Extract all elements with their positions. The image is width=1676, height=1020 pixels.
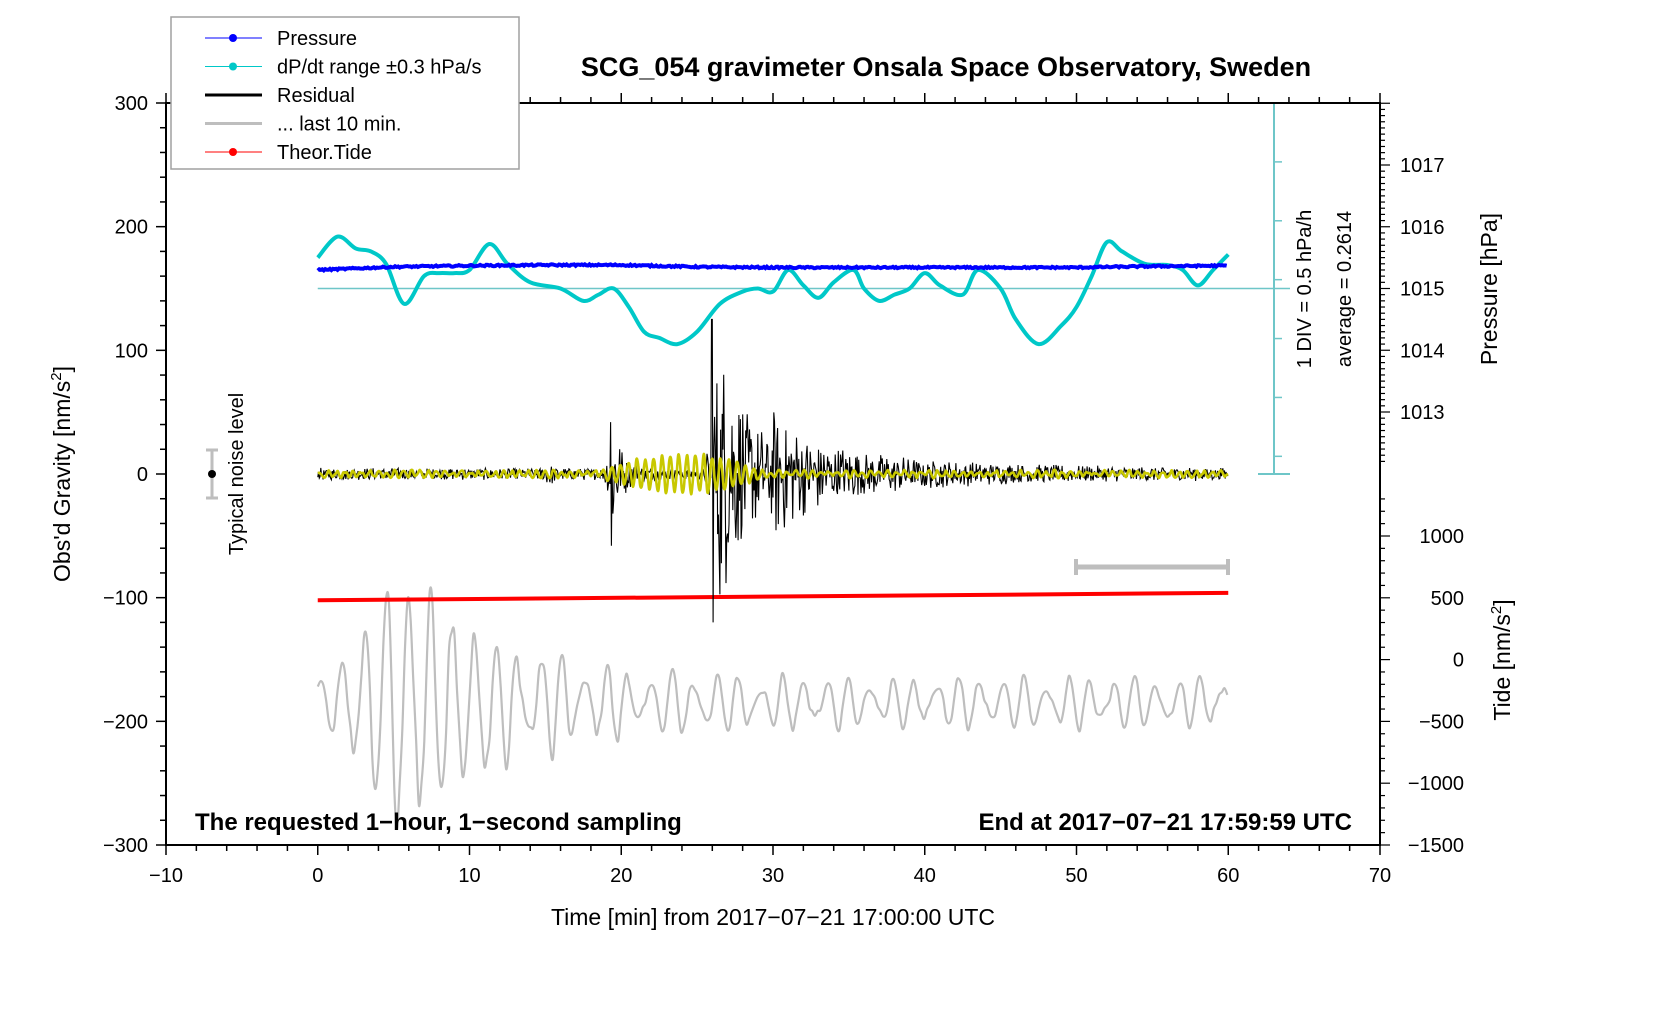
y-left-axis-title: Obs'd Gravity [nm/s2]: [48, 366, 75, 582]
y-left-tick-label: 100: [115, 340, 148, 362]
legend-label: Pressure: [277, 28, 357, 50]
legend-entries: Pressure dP/dt range ±0.3 hPa/s Residual..…: [205, 28, 481, 164]
y-left-axis-title-end: ]: [49, 366, 75, 372]
tide-axis-title-end: ]: [1489, 599, 1515, 605]
x-tick-label: −10: [149, 865, 183, 887]
x-tick-label: 30: [762, 865, 784, 887]
pressure-tick-label: 1013: [1400, 402, 1445, 424]
series-group: [316, 234, 1230, 831]
last-10min-window-marker: [1074, 559, 1230, 575]
legend-label: dP/dt range ±0.3 hPa/s: [277, 57, 481, 79]
y-left-axis-title-sup: 2: [48, 372, 65, 380]
pressure-tick-label: 1017: [1400, 155, 1445, 177]
theor-tide-line: [317, 590, 1229, 603]
legend-label: Residual: [277, 85, 355, 107]
pressure-tick-labels: 1017 1016 1015 1014 1013: [1400, 155, 1445, 424]
legend-box: [170, 16, 520, 170]
dpdt-average-label: average = 0.2614: [1334, 211, 1356, 367]
y-left-tick-label: 300: [115, 93, 148, 115]
dpdt-trace: [316, 234, 1230, 347]
tide-tick-labels: 1000 500 0 −500 −1000 −1500: [1408, 526, 1464, 857]
dpdt-scale-label: 1 DIV = 0.5 hPa/h: [1294, 210, 1316, 368]
y-left-tick-label: −300: [103, 835, 148, 857]
y-left-axis-title-main: Obs'd Gravity [nm/s: [49, 381, 75, 582]
x-tick-label: 70: [1369, 865, 1391, 887]
legend-entry: Theor.Tide: [205, 142, 372, 164]
legend-swatch-dot: [229, 148, 237, 156]
tide-tick-label: 500: [1431, 588, 1464, 610]
y-left-tick-labels: 300 200 100 0 −100 −200 −300: [103, 93, 148, 857]
x-tick-label: 10: [458, 865, 480, 887]
tide-axis-title-sup: 2: [1488, 606, 1505, 614]
x-tick-label: 40: [914, 865, 936, 887]
tide-axis-title: Tide [nm/s2]: [1488, 599, 1515, 720]
y-left-tick-label: 200: [115, 217, 148, 239]
pressure-tick-label: 1016: [1400, 217, 1445, 239]
end-time-annotation: End at 2017−07−21 17:59:59 UTC: [978, 809, 1352, 836]
chart-title: SCG_054 gravimeter Onsala Space Observat…: [581, 52, 1311, 82]
legend-entry: Pressure: [205, 28, 357, 50]
legend-entry: dP/dt range ±0.3 hPa/s: [205, 57, 481, 79]
sampling-annotation: The requested 1−hour, 1−second sampling: [195, 809, 682, 836]
x-tick-label: 50: [1065, 865, 1087, 887]
residual-filtered-trace: [317, 452, 1229, 496]
x-axis-title: Time [min] from 2017−07−21 17:00:00 UTC: [551, 904, 995, 930]
tide-tick-label: −500: [1419, 711, 1464, 733]
tide-axis-title-main: Tide [nm/s: [1489, 614, 1515, 721]
residual-trace: [317, 318, 1229, 623]
x-tick-labels: −10 0 10 20 30 40 50 60 70: [149, 865, 1391, 887]
legend-label: ... last 10 min.: [277, 114, 402, 136]
y-left-tick-label: 0: [137, 464, 148, 486]
y-left-tick-label: −100: [103, 588, 148, 610]
tide-tick-label: −1000: [1408, 773, 1464, 795]
legend-entry: ... last 10 min.: [205, 114, 402, 136]
pressure-axis-title: Pressure [hPa]: [1476, 213, 1502, 365]
x-tick-label: 60: [1217, 865, 1239, 887]
legend-entry: Residual: [205, 85, 355, 107]
legend-swatch-dot: [229, 34, 237, 42]
pressure-trace: [316, 261, 1228, 273]
plot-frame: [165, 102, 1381, 846]
tide-tick-label: −1500: [1408, 835, 1464, 857]
x-tick-label: 0: [312, 865, 323, 887]
pressure-tick-label: 1014: [1400, 340, 1445, 362]
tide-tick-label: 1000: [1420, 526, 1465, 548]
legend-label: Theor.Tide: [277, 142, 372, 164]
noise-level-label: Typical noise level: [226, 393, 248, 555]
pressure-tick-label: 1015: [1400, 279, 1445, 301]
legend-swatch-dot: [229, 62, 237, 71]
noise-level-indicator: Typical noise level: [206, 393, 248, 555]
legend: Pressure dP/dt range ±0.3 hPa/s Residual..…: [170, 16, 520, 170]
last-10min-trace: [316, 586, 1229, 831]
y-left-tick-label: −200: [103, 711, 148, 733]
noise-center-dot: [208, 470, 216, 478]
tide-tick-label: 0: [1453, 650, 1464, 672]
x-tick-label: 20: [610, 865, 632, 887]
